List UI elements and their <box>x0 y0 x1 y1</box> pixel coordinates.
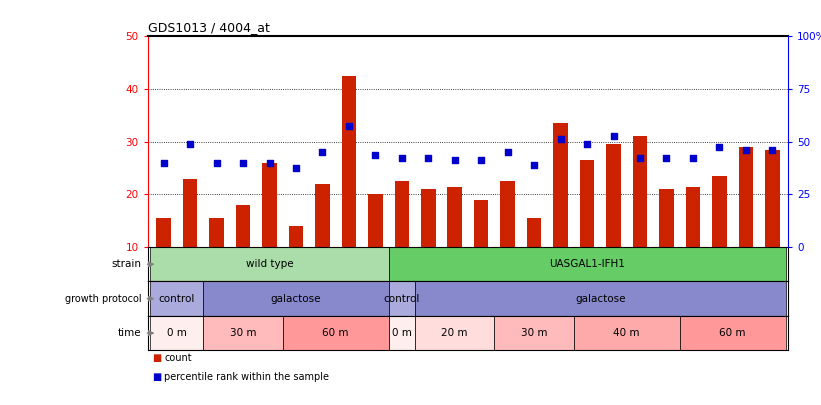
Text: control: control <box>383 294 420 304</box>
Bar <box>574 316 680 350</box>
Point <box>686 154 699 161</box>
Text: 40 m: 40 m <box>613 328 640 338</box>
Bar <box>236 205 250 247</box>
Bar <box>712 176 727 247</box>
Bar <box>388 316 415 350</box>
Bar <box>765 149 780 247</box>
Bar <box>150 316 204 350</box>
Bar <box>606 144 621 247</box>
Point <box>395 154 408 161</box>
Point <box>210 160 223 166</box>
Bar <box>150 281 204 316</box>
Text: ■: ■ <box>152 354 161 363</box>
Bar <box>209 218 224 247</box>
Bar <box>368 194 383 247</box>
Text: 60 m: 60 m <box>323 328 349 338</box>
Point <box>236 160 250 166</box>
Point <box>289 165 302 171</box>
Bar <box>395 181 409 247</box>
Bar <box>421 189 436 247</box>
Text: galactose: galactose <box>575 294 626 304</box>
Bar <box>204 316 282 350</box>
Text: wild type: wild type <box>245 259 293 269</box>
Point <box>634 154 647 161</box>
Text: 30 m: 30 m <box>521 328 548 338</box>
Point <box>739 146 752 153</box>
Bar <box>204 281 388 316</box>
Bar <box>183 179 197 247</box>
Text: 30 m: 30 m <box>230 328 256 338</box>
Point <box>554 136 567 143</box>
Point <box>422 154 435 161</box>
Bar <box>680 316 786 350</box>
Bar <box>150 247 388 281</box>
Point <box>263 160 276 166</box>
Text: time: time <box>117 328 141 338</box>
Bar <box>447 186 462 247</box>
Bar <box>289 226 303 247</box>
Bar <box>686 186 700 247</box>
Text: ■: ■ <box>152 372 161 382</box>
Point <box>501 149 514 156</box>
Bar <box>282 316 388 350</box>
Bar <box>633 136 647 247</box>
Bar <box>474 200 488 247</box>
Bar <box>415 281 786 316</box>
Point <box>475 157 488 164</box>
Bar <box>500 181 515 247</box>
Point <box>528 162 541 168</box>
Text: growth protocol: growth protocol <box>65 294 141 304</box>
Bar <box>494 316 574 350</box>
Bar <box>315 184 330 247</box>
Point <box>184 141 197 148</box>
Bar <box>262 163 277 247</box>
Bar <box>527 218 541 247</box>
Text: 20 m: 20 m <box>442 328 468 338</box>
Bar <box>415 316 494 350</box>
Bar <box>580 160 594 247</box>
Text: UASGAL1-IFH1: UASGAL1-IFH1 <box>549 259 625 269</box>
Bar <box>739 147 753 247</box>
Point <box>342 123 355 129</box>
Point <box>766 146 779 153</box>
Point <box>660 154 673 161</box>
Text: galactose: galactose <box>271 294 321 304</box>
Bar <box>388 281 415 316</box>
Text: 0 m: 0 m <box>392 328 412 338</box>
Text: percentile rank within the sample: percentile rank within the sample <box>164 372 329 382</box>
Point <box>316 149 329 156</box>
Bar <box>156 218 171 247</box>
Bar <box>388 247 786 281</box>
Bar <box>553 123 568 247</box>
Point <box>369 151 382 158</box>
Point <box>448 157 461 164</box>
Text: 0 m: 0 m <box>167 328 187 338</box>
Point <box>713 144 726 150</box>
Text: strain: strain <box>112 259 141 269</box>
Bar <box>342 76 356 247</box>
Text: 60 m: 60 m <box>719 328 745 338</box>
Text: control: control <box>158 294 195 304</box>
Text: count: count <box>164 354 192 363</box>
Point <box>157 160 170 166</box>
Point <box>607 133 620 140</box>
Text: GDS1013 / 4004_at: GDS1013 / 4004_at <box>148 21 269 34</box>
Point <box>580 141 594 148</box>
Bar <box>659 189 674 247</box>
